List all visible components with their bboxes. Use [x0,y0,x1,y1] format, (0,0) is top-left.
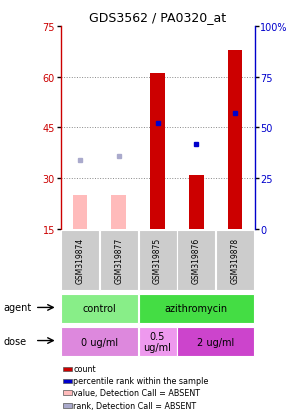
Bar [138,230,177,290]
Bar [62,404,72,408]
Text: azithromycin: azithromycin [165,304,228,314]
Title: GDS3562 / PA0320_at: GDS3562 / PA0320_at [89,11,226,24]
Bar [61,327,138,356]
Text: GSM319877: GSM319877 [114,237,123,283]
Bar [138,294,254,323]
Bar [61,294,138,323]
Bar [62,367,72,371]
Text: GSM319874: GSM319874 [75,237,85,283]
Text: count: count [73,365,96,373]
Bar [138,327,177,356]
Text: GSM319878: GSM319878 [231,237,240,283]
Text: GSM319876: GSM319876 [192,237,201,283]
Bar [150,74,165,229]
Text: GSM319875: GSM319875 [153,237,162,283]
Bar [112,195,126,229]
Text: agent: agent [3,303,31,313]
Text: dose: dose [3,336,26,346]
Bar [177,327,254,356]
Bar [189,175,204,229]
Bar [177,230,215,290]
Text: 2 ug/ml: 2 ug/ml [197,337,234,347]
Bar [228,50,242,229]
Text: 0 ug/ml: 0 ug/ml [81,337,118,347]
Text: 0.5
ug/ml: 0.5 ug/ml [144,331,171,353]
Bar [62,390,72,395]
Bar [62,379,72,383]
Text: percentile rank within the sample: percentile rank within the sample [73,376,209,385]
Bar [100,230,138,290]
Text: rank, Detection Call = ABSENT: rank, Detection Call = ABSENT [73,401,197,410]
Text: control: control [82,304,116,314]
Bar [73,195,87,229]
Bar [61,230,99,290]
Bar [216,230,254,290]
Text: value, Detection Call = ABSENT: value, Detection Call = ABSENT [73,388,200,397]
